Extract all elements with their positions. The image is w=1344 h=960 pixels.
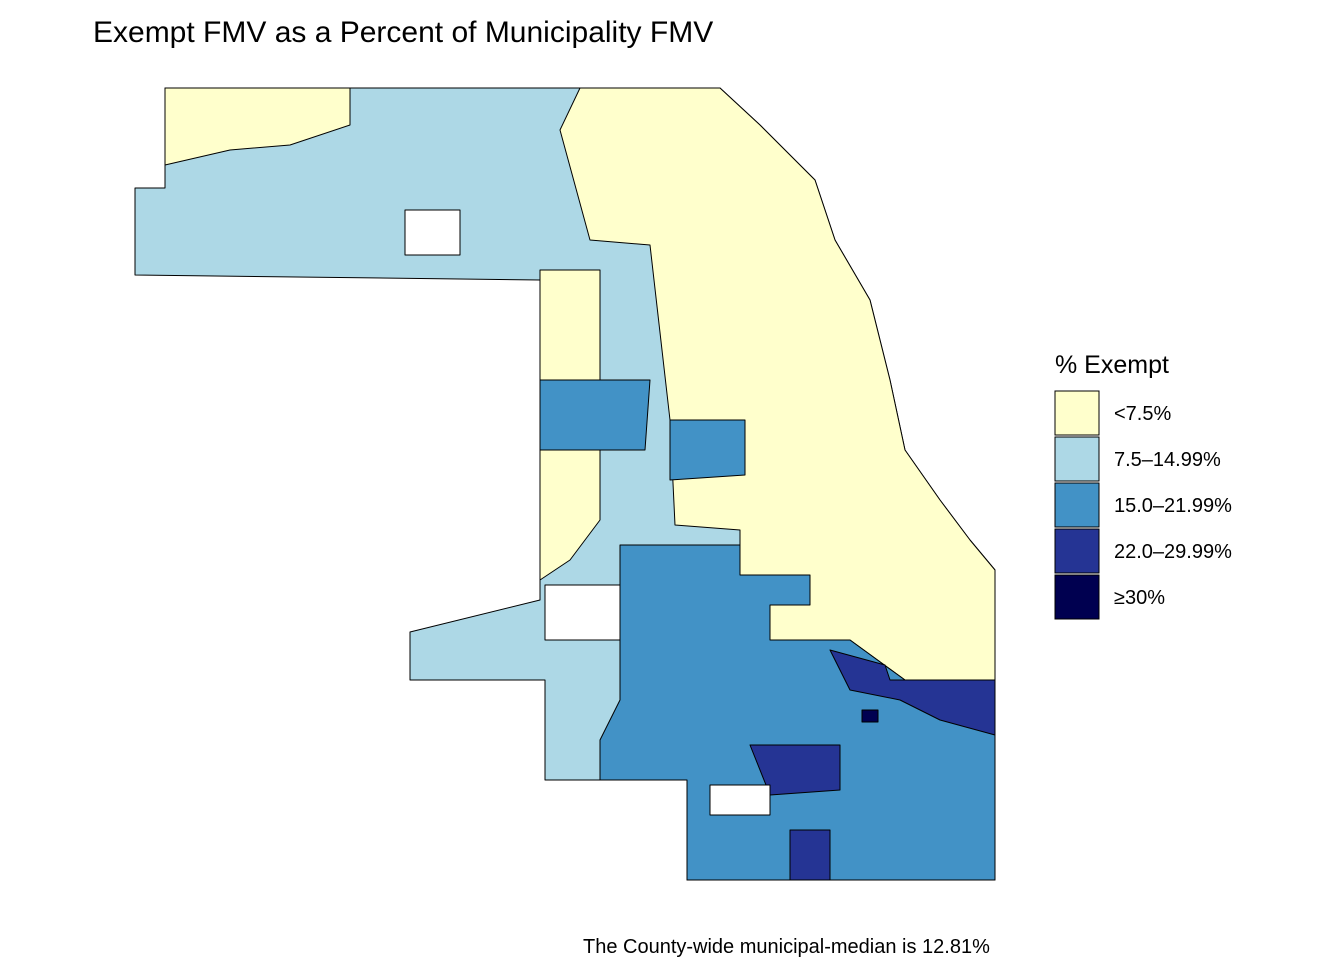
region [164, 87, 351, 166]
legend-title: % Exempt [1055, 351, 1169, 379]
legend-label: 22.0–29.99% [1114, 541, 1232, 563]
region [829, 649, 996, 736]
region [559, 87, 996, 681]
legend-swatch [1054, 574, 1100, 620]
legend-label: 15.0–21.99% [1114, 495, 1232, 517]
region [669, 419, 746, 481]
region [861, 709, 879, 723]
legend-label: ≥30% [1114, 587, 1165, 609]
no-data-region [404, 209, 461, 256]
no-data-region [544, 584, 621, 641]
map-title: Exempt FMV as a Percent of Municipality … [93, 16, 713, 49]
caption: The County-wide municipal-median is 12.8… [583, 936, 990, 958]
legend-swatch [1054, 436, 1100, 482]
no-data-region [709, 784, 771, 816]
legend-swatch [1054, 482, 1100, 528]
region [749, 744, 841, 796]
legend-swatch [1054, 390, 1100, 436]
legend-swatch [1054, 528, 1100, 574]
legend-label: <7.5% [1114, 403, 1171, 425]
legend-label: 7.5–14.99% [1114, 449, 1221, 471]
map [134, 87, 996, 881]
region [539, 379, 651, 451]
legend: % Exempt <7.5% 7.5–14.99% 15.0–21.99% 22.0–… [1054, 351, 1232, 620]
region [789, 829, 831, 881]
